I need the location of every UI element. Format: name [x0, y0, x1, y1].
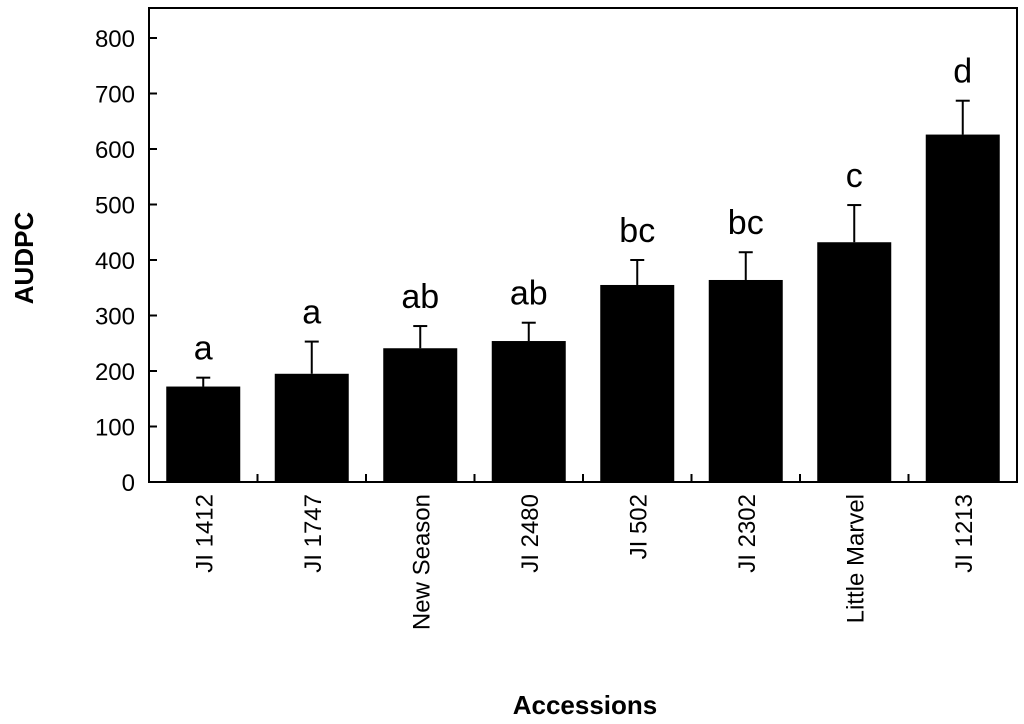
- bar: [383, 348, 458, 482]
- significance-label: c: [846, 157, 863, 195]
- bar: [491, 341, 566, 482]
- y-tick-label: 100: [95, 415, 135, 442]
- significance-label: bc: [619, 212, 655, 250]
- x-tick-label: New Season: [408, 494, 435, 630]
- y-tick-label: 600: [95, 137, 135, 164]
- y-tick-label: 300: [95, 304, 135, 331]
- x-axis-title: Accessions: [513, 690, 658, 720]
- x-tick-label: JI 1213: [951, 494, 978, 573]
- y-tick-label: 500: [95, 193, 135, 220]
- bars: [166, 134, 1000, 482]
- bar: [817, 242, 892, 482]
- significance-label: ab: [401, 278, 439, 316]
- y-axis-ticks: 0 100 200 300 400 500 600 700 800: [95, 26, 157, 497]
- y-tick-label: 700: [95, 82, 135, 109]
- significance-label: a: [194, 330, 213, 368]
- x-tick-label: JI 502: [625, 494, 652, 559]
- x-tick-label: JI 1747: [300, 494, 327, 573]
- y-tick-label: 0: [122, 470, 135, 497]
- x-axis-ticks: JI 1412 JI 1747 New Season JI 2480 JI 502 JI …: [148, 474, 1018, 630]
- significance-label: ab: [510, 275, 548, 313]
- x-tick-label: JI 1412: [191, 494, 218, 573]
- x-tick-label: Little Marvel: [842, 494, 869, 623]
- bar: [274, 373, 349, 482]
- significance-label: a: [302, 294, 321, 332]
- bar: [600, 284, 675, 482]
- x-tick-label: JI 2302: [734, 494, 761, 573]
- bar: [925, 134, 1000, 482]
- error-bars: [196, 99, 970, 387]
- bar: [708, 279, 783, 482]
- y-tick-label: 400: [95, 248, 135, 275]
- significance-label: d: [953, 53, 972, 91]
- significance-label: bc: [728, 204, 764, 242]
- y-tick-label: 200: [95, 359, 135, 386]
- significance-labels: a a ab ab bc bc c d: [194, 53, 972, 368]
- bar: [166, 386, 241, 482]
- y-tick-label: 800: [95, 26, 135, 53]
- y-axis-title: AUDPC: [9, 212, 39, 305]
- x-tick-label: JI 2480: [517, 494, 544, 573]
